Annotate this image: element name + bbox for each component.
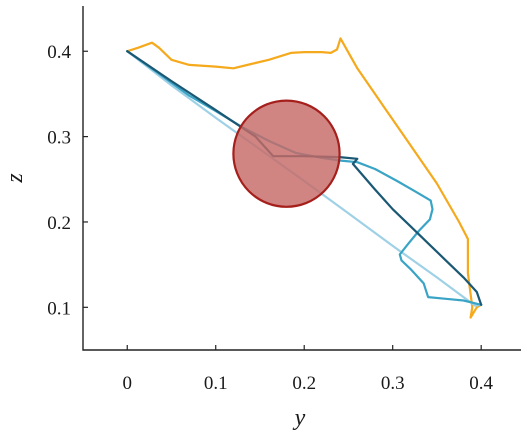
y-tick-label: 0.2 [47, 213, 71, 234]
obstacle-circle [232, 99, 341, 208]
axes-frame [82, 6, 521, 351]
series-line-1 [126, 37, 483, 319]
y-tick-label: 0.1 [47, 298, 71, 319]
series-line-2 [126, 50, 483, 307]
ticks-layer: 0 0.1 0.2 0.3 0.4 0.1 0.2 0.3 0.4 [47, 42, 493, 394]
circle-layer [232, 99, 341, 208]
x-tick-label: 0.2 [292, 373, 316, 394]
x-tick-label: 0.1 [204, 373, 228, 394]
axes-layer [82, 6, 521, 351]
y-tick-label: 0.3 [47, 128, 71, 149]
x-axis-label: y [293, 405, 306, 431]
y-axis-label: z [2, 173, 28, 184]
x-tick-label: 0 [122, 373, 132, 394]
x-tick-label: 0.3 [381, 373, 405, 394]
x-tick-label: 0.4 [469, 373, 493, 394]
y-tick-label: 0.4 [47, 42, 71, 63]
